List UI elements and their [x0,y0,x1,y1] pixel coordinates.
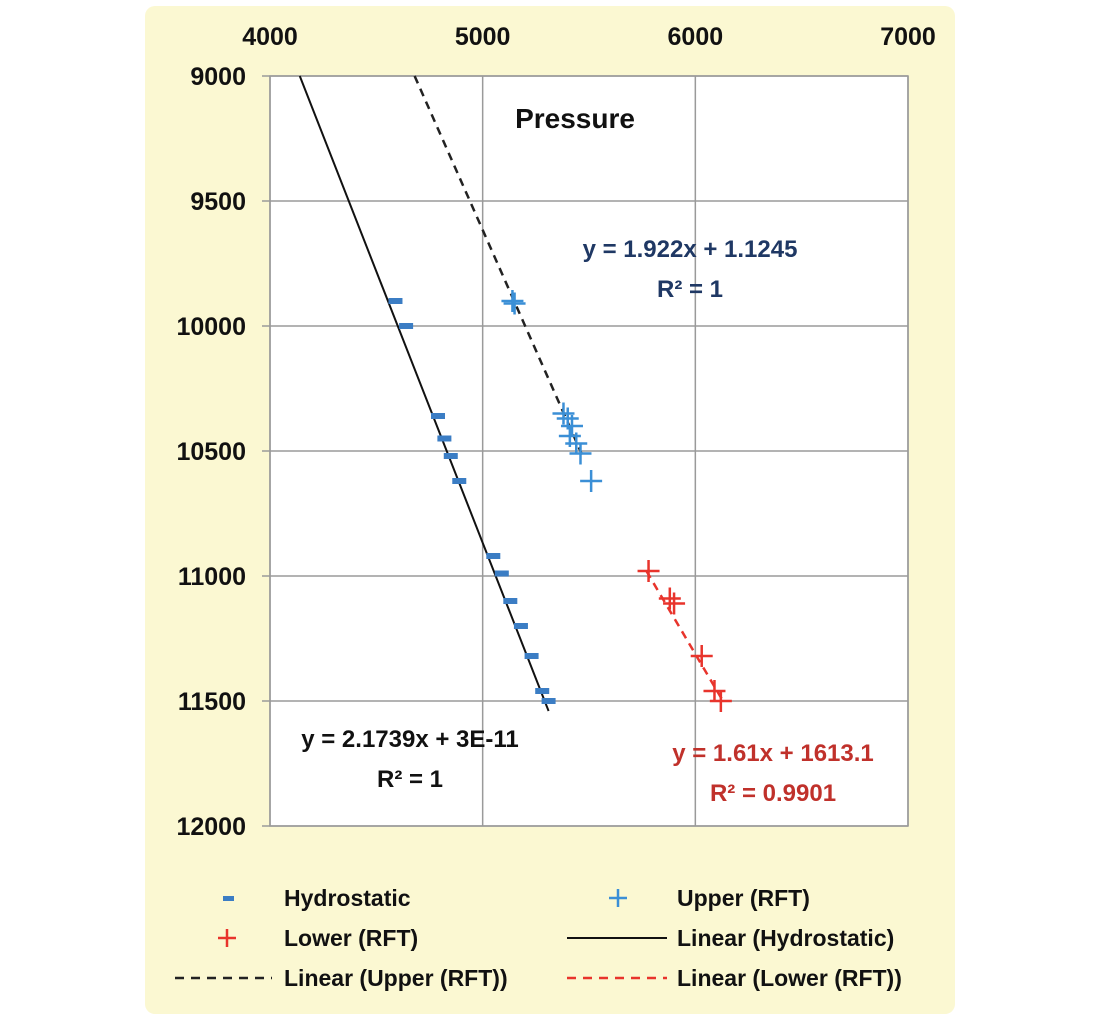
x-tick-label: 6000 [668,23,724,51]
y-tick-label: 9500 [190,188,246,216]
hydrostatic-point [431,413,446,419]
trendline [298,75,550,712]
hydrostatic-trend-r2: R² = 1 [377,766,443,793]
x-tick-label: 5000 [455,23,511,51]
hydrostatic-point [399,323,414,329]
upper-trend-r2: R² = 1 [657,276,723,303]
legend-marker-lower [218,929,236,947]
rft-point [501,290,524,312]
data-points [388,290,732,712]
y-tick-label: 12000 [176,813,246,841]
legend-marker-hydrostatic [223,896,234,901]
hydrostatic-point [452,478,467,484]
legend-label-lower: Lower (RFT) [284,925,418,951]
rft-point [663,592,686,615]
rft-point [637,560,660,582]
chart-title: Pressure [515,103,635,134]
rft-point [565,432,588,455]
hydrostatic-point [486,553,501,559]
hydrostatic-point [541,698,556,704]
trendline [645,570,725,702]
trendlines [298,75,725,712]
hydrostatic-point [535,688,550,694]
legend-label-upper: Upper (RFT) [677,885,810,911]
hydrostatic-point [513,623,528,629]
y-tick-label: 10000 [176,313,246,341]
rft-point [690,645,713,667]
y-tick-label: 11000 [178,563,246,591]
x-tick-label: 4000 [242,23,298,51]
legend: Hydrostatic Upper (RFT) Lower (RFT) Line… [175,885,902,991]
rft-point [552,402,575,425]
hydrostatic-point [494,570,509,577]
legend-label-linear-hydrostatic: Linear (Hydrostatic) [677,925,894,951]
legend-label-linear-lower: Linear (Lower (RFT)) [677,965,902,991]
x-tick-labels: 4000 5000 6000 7000 [242,23,936,51]
rft-point [560,415,583,437]
legend-marker-upper [609,889,627,907]
y-tick-labels: 9000 9500 10000 10500 11000 11500 12000 [176,63,246,841]
legend-label-linear-upper: Linear (Upper (RFT)) [284,965,508,991]
y-tick-label: 11500 [178,688,246,716]
hydrostatic-point [443,453,458,459]
hydrostatic-point [437,435,452,442]
rft-point [580,470,603,492]
lower-trend-equation: y = 1.61x + 1613.1 [672,740,874,767]
hydrostatic-point [388,298,403,304]
x-tick-label: 7000 [880,23,936,51]
rft-point [503,292,526,315]
rft-point [709,690,732,712]
lower-trend-r2: R² = 0.9901 [710,780,836,807]
legend-label-hydrostatic: Hydrostatic [284,885,411,911]
y-tick-label: 9000 [190,63,246,91]
y-tick-label: 10500 [176,438,246,466]
hydrostatic-point [503,598,518,604]
hydrostatic-trend-equation: y = 2.1739x + 3E-11 [301,726,519,753]
rft-point [658,587,681,610]
upper-trend-equation: y = 1.922x + 1.1245 [583,236,798,263]
hydrostatic-point [524,653,539,659]
gridlines [262,75,909,827]
rft-point [569,442,592,465]
